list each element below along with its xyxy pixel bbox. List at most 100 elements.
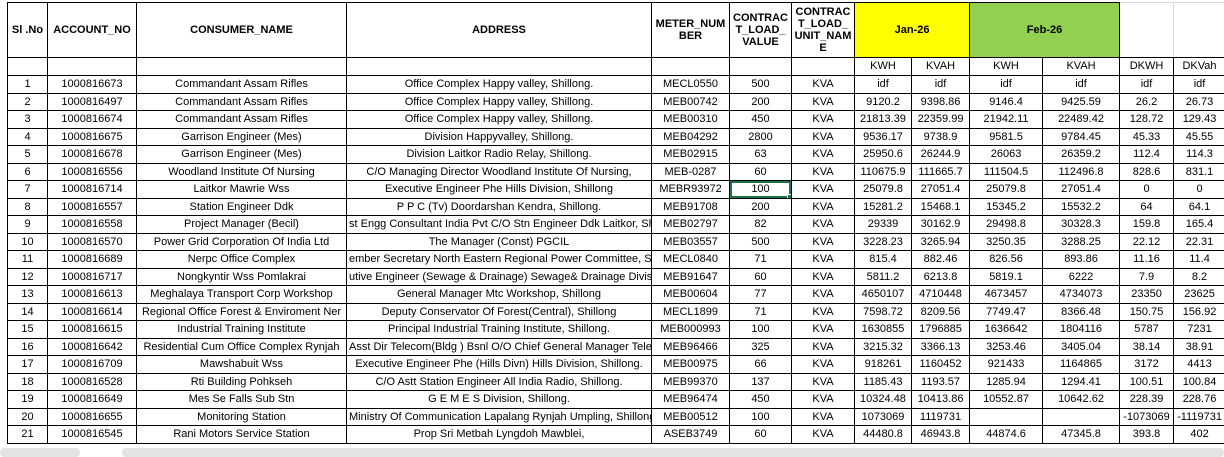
cell-feb-kvah[interactable]: 9784.45 — [1042, 127, 1121, 146]
cell-address[interactable]: G E M E S Division, Shillong. — [346, 390, 652, 409]
cell-sl-no[interactable]: 17 — [7, 355, 48, 374]
cell-dkwh[interactable]: 7.9 — [1119, 267, 1175, 286]
cell-sl-no[interactable]: 16 — [7, 337, 48, 356]
cell-meter-number[interactable]: MEB00512 — [651, 407, 730, 426]
cell-jan-kvah[interactable]: 46943.8 — [910, 425, 971, 444]
cell-feb-kwh[interactable]: 10552.87 — [969, 390, 1044, 409]
cell-address[interactable]: utive Engineer (Sewage & Drainage) Sewag… — [346, 267, 652, 286]
cell-contract-load-value[interactable]: 60 — [729, 267, 792, 286]
cell-feb-kvah[interactable]: 6222 — [1042, 267, 1121, 286]
cell-consumer-name[interactable]: Mes Se Falls Sub Stn — [136, 390, 347, 409]
subheader-blank[interactable] — [346, 57, 652, 76]
header-address[interactable]: ADDRESS — [346, 2, 652, 58]
cell-sl-no[interactable]: 14 — [7, 302, 48, 321]
cell-sl-no[interactable]: 7 — [7, 180, 48, 199]
cell-contract-load-unit-name[interactable]: KVA — [791, 355, 855, 374]
cell-contract-load-unit-name[interactable]: KVA — [791, 250, 855, 269]
cell-account-no[interactable]: 1000816615 — [47, 320, 137, 339]
cell-account-no[interactable]: 1000816675 — [47, 127, 137, 146]
subheader-jan-kwh[interactable]: KWH — [854, 57, 912, 76]
cell-address[interactable]: C/O Astt Station Engineer All India Radi… — [346, 372, 652, 391]
horizontal-scrollbar-left-segment[interactable] — [0, 448, 80, 457]
cell-sl-no[interactable]: 19 — [7, 390, 48, 409]
cell-dkvah[interactable]: 45.55 — [1173, 127, 1224, 146]
cell-account-no[interactable]: 1000816714 — [47, 180, 137, 199]
cell-dkvah[interactable]: 26.73 — [1173, 92, 1224, 111]
cell-address[interactable]: Executive Engineer Phe (Hills Divn) Hill… — [346, 355, 652, 374]
cell-consumer-name[interactable]: Power Grid Corporation Of India Ltd — [136, 232, 347, 251]
cell-dkvah[interactable]: 23625 — [1173, 285, 1224, 304]
cell-consumer-name[interactable]: Mawshabuit Wss — [136, 355, 347, 374]
cell-meter-number[interactable]: MEB000993 — [651, 320, 730, 339]
cell-jan-kvah[interactable]: 1160452 — [910, 355, 971, 374]
cell-meter-number[interactable]: MECL0550 — [651, 75, 730, 94]
cell-jan-kwh[interactable]: 815.4 — [854, 250, 912, 269]
cell-dkwh[interactable]: 159.8 — [1119, 215, 1175, 234]
cell-contract-load-value[interactable]: 450 — [729, 390, 792, 409]
cell-feb-kwh[interactable]: 1285.94 — [969, 372, 1044, 391]
cell-jan-kvah[interactable]: 6213.8 — [910, 267, 971, 286]
subheader-blank[interactable] — [791, 57, 855, 76]
subheader-dkvah[interactable]: DKVah — [1173, 57, 1224, 76]
cell-contract-load-value[interactable]: 2800 — [729, 127, 792, 146]
subheader-jan-kvah[interactable]: KVAH — [910, 57, 971, 76]
cell-address[interactable]: Asst Dir Telecom(Bldg ) Bsnl O/O Chief G… — [346, 337, 652, 356]
cell-jan-kwh[interactable]: 9536.17 — [854, 127, 912, 146]
cell-address[interactable]: Division Laitkor Radio Relay, Shillong. — [346, 145, 652, 164]
header-meter-number[interactable]: METER_NUMBER — [651, 2, 730, 58]
cell-dkvah[interactable]: 114.3 — [1173, 145, 1224, 164]
cell-contract-load-value[interactable]: 71 — [729, 250, 792, 269]
cell-feb-kvah[interactable]: 4734073 — [1042, 285, 1121, 304]
cell-dkvah[interactable]: 8.2 — [1173, 267, 1224, 286]
cell-feb-kvah[interactable]: 30328.3 — [1042, 215, 1121, 234]
cell-account-no[interactable]: 1000816558 — [47, 215, 137, 234]
cell-sl-no[interactable]: 2 — [7, 92, 48, 111]
cell-meter-number[interactable]: MECL0840 — [651, 250, 730, 269]
cell-account-no[interactable]: 1000816642 — [47, 337, 137, 356]
cell-address[interactable]: Office Complex Happy valley, Shillong. — [346, 92, 652, 111]
cell-jan-kwh[interactable]: idf — [854, 75, 912, 94]
cell-meter-number[interactable]: MEB-0287 — [651, 162, 730, 181]
subheader-blank[interactable] — [729, 57, 792, 76]
cell-sl-no[interactable]: 4 — [7, 127, 48, 146]
cell-contract-load-unit-name[interactable]: KVA — [791, 267, 855, 286]
cell-dkwh[interactable]: 5787 — [1119, 320, 1175, 339]
cell-contract-load-unit-name[interactable]: KVA — [791, 75, 855, 94]
cell-dkwh[interactable]: 0 — [1119, 180, 1175, 199]
horizontal-scrollbar-track[interactable] — [0, 448, 1224, 457]
cell-address[interactable]: Principal Industrial Training Institute,… — [346, 320, 652, 339]
cell-meter-number[interactable]: MEB04292 — [651, 127, 730, 146]
subheader-blank[interactable] — [136, 57, 347, 76]
cell-dkwh[interactable]: 3172 — [1119, 355, 1175, 374]
cell-contract-load-unit-name[interactable]: KVA — [791, 92, 855, 111]
cell-consumer-name[interactable]: Rani Motors Service Station — [136, 425, 347, 444]
cell-meter-number[interactable]: MEB91647 — [651, 267, 730, 286]
cell-consumer-name[interactable]: Commandant Assam Rifles — [136, 92, 347, 111]
cell-sl-no[interactable]: 21 — [7, 425, 48, 444]
cell-address[interactable]: The Manager (Const) PGCIL — [346, 232, 652, 251]
cell-feb-kwh[interactable]: 25079.8 — [969, 180, 1044, 199]
cell-sl-no[interactable]: 20 — [7, 407, 48, 426]
cell-account-no[interactable]: 1000816709 — [47, 355, 137, 374]
cell-dkwh[interactable]: 393.8 — [1119, 425, 1175, 444]
cell-feb-kwh[interactable]: 5819.1 — [969, 267, 1044, 286]
cell-dkwh[interactable]: 38.14 — [1119, 337, 1175, 356]
cell-jan-kwh[interactable]: 5811.2 — [854, 267, 912, 286]
cell-dkwh[interactable]: 22.12 — [1119, 232, 1175, 251]
cell-jan-kwh[interactable]: 29339 — [854, 215, 912, 234]
cell-contract-load-unit-name[interactable]: KVA — [791, 407, 855, 426]
cell-meter-number[interactable]: MEB91708 — [651, 197, 730, 216]
cell-contract-load-unit-name[interactable]: KVA — [791, 337, 855, 356]
cell-contract-load-unit-name[interactable]: KVA — [791, 232, 855, 251]
cell-feb-kwh[interactable]: 4673457 — [969, 285, 1044, 304]
cell-sl-no[interactable]: 8 — [7, 197, 48, 216]
header-blank-dkwh[interactable] — [1119, 2, 1175, 58]
cell-dkvah[interactable]: 4413 — [1173, 355, 1224, 374]
cell-consumer-name[interactable]: Rti Building Pohkseh — [136, 372, 347, 391]
cell-contract-load-value[interactable]: 71 — [729, 302, 792, 321]
cell-dkwh[interactable]: 112.4 — [1119, 145, 1175, 164]
header-blank-dkvah[interactable] — [1173, 2, 1224, 58]
cell-dkvah[interactable]: idf — [1173, 75, 1224, 94]
cell-meter-number[interactable]: MEB00310 — [651, 110, 730, 129]
cell-dkvah[interactable]: 100.84 — [1173, 372, 1224, 391]
